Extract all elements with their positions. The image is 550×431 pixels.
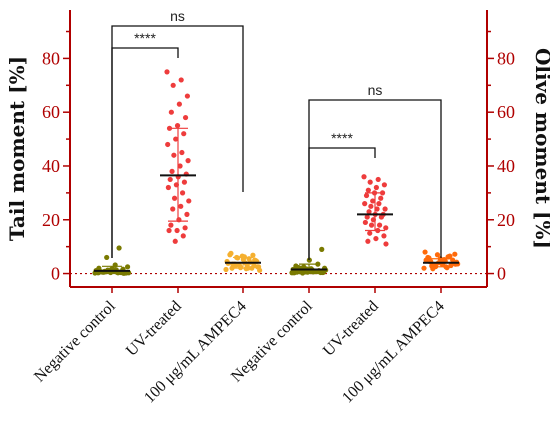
data-point	[176, 101, 182, 107]
y-tick-label: 60	[42, 102, 60, 122]
x-category-label: UV-treated	[320, 298, 382, 360]
data-point	[382, 206, 388, 212]
data-point	[363, 192, 370, 199]
y2-axis-title: Olive moment [%]	[531, 48, 550, 249]
data-point	[177, 163, 183, 169]
data-point	[182, 114, 189, 121]
x-category-label: Negative control	[31, 297, 119, 385]
y-tick-label: 20	[42, 210, 60, 230]
data-point	[376, 201, 382, 207]
data-point	[229, 265, 235, 271]
data-point	[124, 264, 131, 270]
data-point	[172, 238, 178, 244]
data-point	[171, 152, 177, 158]
y2-tick-label: 0	[497, 264, 506, 284]
data-point	[165, 141, 171, 148]
data-point	[184, 211, 190, 217]
data-point	[381, 233, 387, 239]
y2-tick-label: 60	[497, 102, 515, 122]
data-point	[165, 184, 171, 191]
data-point	[181, 179, 188, 185]
data-point	[168, 109, 174, 115]
data-point	[421, 265, 427, 271]
data-point	[164, 69, 170, 75]
data-point	[223, 266, 229, 273]
y2-tick-label: 20	[497, 210, 515, 230]
data-point	[378, 214, 385, 220]
data-point	[180, 233, 186, 239]
data-point	[362, 219, 368, 226]
data-point	[171, 195, 178, 201]
data-point	[169, 168, 175, 174]
data-point	[179, 190, 186, 196]
data-point	[170, 206, 176, 212]
data-point	[250, 252, 256, 258]
y2-tick-label: 80	[497, 48, 515, 68]
significance-bracket	[111, 47, 179, 258]
data-point	[452, 251, 458, 257]
data-point	[185, 158, 191, 164]
data-point	[434, 252, 441, 258]
y-tick-label: 80	[42, 48, 60, 68]
data-point	[383, 225, 389, 231]
data-point	[168, 222, 174, 228]
data-point	[170, 82, 176, 88]
data-point	[257, 267, 263, 273]
significance-label: ****	[134, 30, 156, 46]
data-point	[228, 250, 234, 256]
data-point	[174, 227, 180, 234]
y-axis-title: Tail moment [%]	[5, 56, 29, 241]
significance-bracket	[308, 147, 376, 258]
data-point	[370, 198, 376, 204]
data-point	[116, 245, 122, 251]
data-point	[423, 257, 429, 263]
data-point	[373, 235, 379, 242]
data-point	[306, 257, 312, 263]
significance-label: ****	[331, 130, 353, 146]
data-point	[367, 179, 373, 185]
data-point	[362, 201, 368, 207]
data-point	[375, 176, 381, 183]
data-point	[184, 93, 190, 99]
significance-bracket	[308, 99, 442, 260]
data-point	[182, 225, 188, 231]
data-point	[178, 77, 184, 83]
data-point	[291, 270, 297, 276]
data-point	[378, 195, 384, 201]
data-point	[368, 203, 374, 209]
y2-tick-label: 40	[497, 156, 515, 176]
data-point	[368, 222, 375, 228]
y-tick-label: 0	[51, 264, 60, 284]
y-tick-label: 40	[42, 156, 60, 176]
data-point	[365, 238, 371, 244]
data-point	[422, 249, 428, 255]
data-point	[173, 136, 179, 142]
data-point	[366, 209, 372, 215]
x-category-label: UV-treated	[123, 298, 185, 360]
data-point	[179, 149, 185, 156]
data-point	[381, 182, 387, 188]
data-point	[319, 246, 325, 252]
data-point	[186, 198, 192, 204]
data-point	[166, 227, 172, 234]
data-point	[376, 222, 383, 228]
data-point	[174, 123, 181, 129]
data-point	[374, 206, 380, 212]
data-point	[364, 214, 370, 220]
data-point	[383, 241, 389, 247]
data-point	[181, 131, 187, 137]
data-point	[367, 230, 373, 236]
data-point	[251, 262, 257, 269]
significance-label: ns	[368, 82, 383, 98]
data-point	[167, 176, 173, 183]
data-point	[373, 184, 379, 191]
significance-label: ns	[170, 8, 185, 24]
data-point	[104, 254, 110, 261]
data-point	[178, 203, 184, 209]
data-point	[244, 263, 250, 269]
data-point	[361, 174, 367, 180]
data-point	[365, 187, 371, 193]
